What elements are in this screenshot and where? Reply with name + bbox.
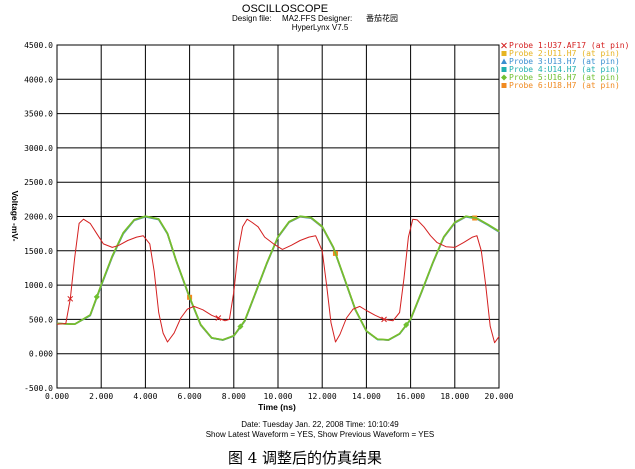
legend-item: Probe 1:U37.AF17 (at pin) [501, 41, 629, 50]
series-marker [403, 321, 410, 328]
series-marker [381, 316, 387, 323]
y-tick-label: 1500.0 [24, 247, 53, 256]
software-version: HyperLynx V7.5 [292, 23, 349, 32]
legend-item: Probe 5:U16.H7 (at pin) [501, 73, 620, 82]
date-time-line: Date: Tuesday Jan. 22, 2008 Time: 10:10:… [241, 420, 399, 429]
legend-label: Probe 2:U11.H7 (at pin) [509, 49, 620, 58]
y-tick-label: 2500.0 [24, 178, 53, 187]
y-tick-label: -500.0 [24, 384, 53, 393]
legend-item: Probe 2:U11.H7 (at pin) [501, 49, 620, 58]
x-tick-label: 6.000 [178, 392, 202, 401]
x-tick-label: 8.000 [222, 392, 246, 401]
y-axis-label: Voltage -mV- [10, 191, 20, 242]
series-marker [501, 58, 507, 64]
x-tick-label: 10.000 [264, 392, 293, 401]
designer-name: 番茄花园 [366, 13, 398, 23]
chart-title: OSCILLOSCOPE [242, 3, 328, 15]
series-marker [237, 323, 244, 330]
x-axis-ticks: 0.000 2.000 4.000 6.000 8.000 10.000 12.000 14.… [45, 392, 514, 401]
figure-caption: 图 4 调整后的仿真结果 [228, 449, 382, 467]
legend-label: Probe 6:U18.H7 (at pin) [509, 81, 620, 90]
x-axis-label: Time (ns) [258, 402, 296, 412]
legend-label: Probe 4:U14.H7 (at pin) [509, 65, 620, 74]
legend-label: Probe 3:U13.H7 (at pin) [509, 57, 620, 66]
series-marker [501, 67, 507, 72]
legend: Probe 1:U37.AF17 (at pin)Probe 2:U11.H7 … [501, 41, 629, 90]
legend-item: Probe 4:U14.H7 (at pin) [501, 65, 620, 74]
series-marker [501, 51, 507, 56]
legend-item: Probe 3:U13.H7 (at pin) [501, 57, 620, 66]
grid-lines [56, 44, 500, 389]
waveform-series [56, 215, 500, 344]
x-tick-label: 16.000 [396, 392, 425, 401]
y-tick-label: 1000.0 [24, 281, 53, 290]
x-tick-label: 20.000 [485, 392, 514, 401]
series-5 [56, 215, 500, 341]
series-line [56, 215, 500, 341]
design-file-name: MA2.FFS [282, 14, 316, 23]
series-marker [67, 295, 74, 302]
y-axis-ticks: -500.0 0.000 500.0 1000.0 1500.0 2000.0 2500.0… [24, 41, 53, 393]
series-marker [215, 315, 222, 321]
x-tick-label: 0.000 [45, 392, 69, 401]
series-marker [501, 83, 507, 88]
series-line [56, 218, 500, 344]
y-tick-label: 500.0 [29, 315, 53, 324]
designer-label: Designer: [318, 14, 352, 23]
series-marker [93, 293, 100, 300]
y-tick-label: 3500.0 [24, 110, 53, 119]
y-tick-label: 4000.0 [24, 75, 53, 84]
series-marker [501, 74, 507, 81]
x-tick-label: 14.000 [352, 392, 381, 401]
x-tick-label: 12.000 [308, 392, 337, 401]
waveform-settings-line: Show Latest Waveform = YES, Show Previou… [206, 430, 435, 439]
x-tick-label: 2.000 [89, 392, 113, 401]
series-marker [501, 42, 507, 49]
legend-label: Probe 5:U16.H7 (at pin) [509, 73, 620, 82]
y-tick-label: 3000.0 [24, 144, 53, 153]
y-tick-label: 4500.0 [24, 41, 53, 50]
y-tick-label: 2000.0 [24, 213, 53, 222]
legend-item: Probe 6:U18.H7 (at pin) [501, 81, 620, 90]
series-1 [56, 218, 500, 344]
x-tick-label: 4.000 [133, 392, 157, 401]
legend-label: Probe 1:U37.AF17 (at pin) [509, 41, 629, 50]
design-file-label: Design file: [232, 14, 272, 23]
y-tick-label: 0.000 [29, 350, 53, 359]
x-tick-label: 18.000 [440, 392, 469, 401]
